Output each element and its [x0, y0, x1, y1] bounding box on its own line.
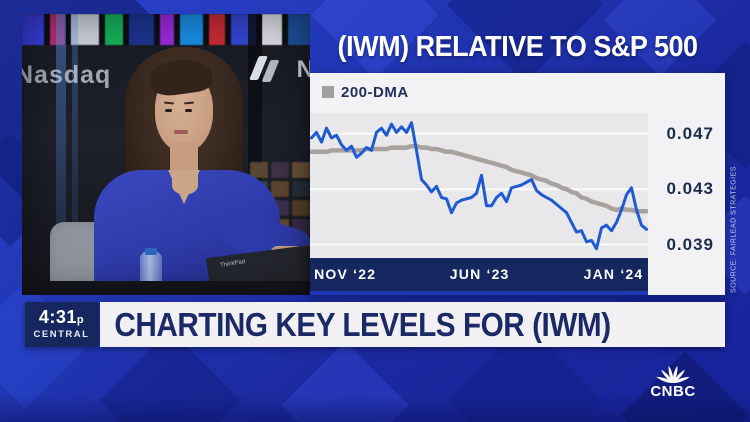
y-tick-label: 0.047 [666, 123, 714, 143]
chart-plot-svg [310, 121, 648, 251]
legend-swatch-icon [322, 86, 334, 98]
x-axis-band: NOV ‘22 JUN ‘23 JAN ‘24 [310, 258, 648, 291]
studio-video-frame: Nasdaq N ThinkP [22, 14, 310, 295]
time-box: 4:31p CENTRAL [25, 302, 98, 347]
source-note: SOURCE: FAIRLEAD STRATEGIES [730, 166, 738, 293]
chart-title: (IWM) RELATIVE TO S&P 500 [337, 30, 698, 63]
y-tick-label: 0.043 [666, 179, 714, 199]
anchor-eye [165, 109, 172, 112]
x-tick-label: JAN ‘24 [583, 266, 644, 282]
legend-label: 200-DMA [341, 83, 409, 101]
chart-plot-area [310, 113, 648, 257]
cnbc-wordmark: CNBC [650, 383, 696, 400]
desk [22, 281, 310, 295]
clock-timezone: CENTRAL [33, 329, 90, 340]
water-bottle-cap [145, 248, 157, 255]
x-tick-label: NOV ‘22 [314, 266, 377, 282]
x-tick-label: JUN ‘23 [449, 266, 510, 282]
anchor-eye [185, 109, 192, 112]
y-axis-labels: 0.047 0.043 0.039 [648, 73, 725, 295]
cnbc-peacock-icon [656, 365, 690, 383]
clock-time: 4:31p [38, 307, 85, 327]
y-tick-label: 0.039 [666, 234, 714, 254]
nasdaq-sign: Nasdaq [22, 61, 112, 89]
chart-panel: 200-DMA NOV ‘22 JUN ‘23 JAN ‘24 0.047 0.… [310, 73, 725, 295]
chart-legend: 200-DMA [322, 82, 409, 102]
cnbc-logo: CNBC [645, 355, 701, 403]
nasdaq-sign-right: N [296, 56, 310, 83]
headline-text: CHARTING KEY LEVELS FOR (IWM) [114, 305, 611, 343]
headline-banner: CHARTING KEY LEVELS FOR (IWM) [100, 302, 725, 347]
